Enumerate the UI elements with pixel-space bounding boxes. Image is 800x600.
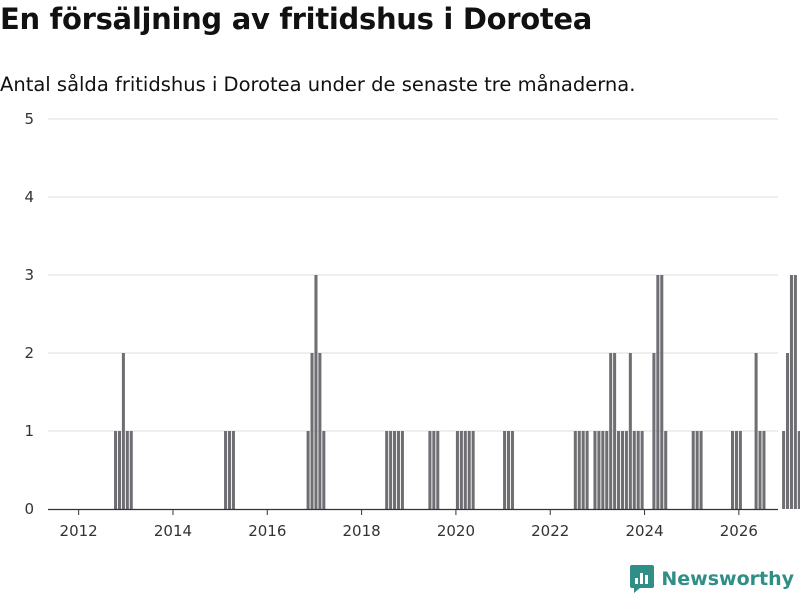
bar-month-142 xyxy=(605,431,609,509)
bar-month-155 xyxy=(656,275,660,509)
x-axis xyxy=(48,508,778,515)
bar-month-67 xyxy=(310,353,314,509)
x-tick-label-2018: 2018 xyxy=(343,522,381,540)
bar-month-117 xyxy=(507,431,511,509)
bar-month-189 xyxy=(789,275,793,509)
bar-month-69 xyxy=(318,353,322,509)
x-tick-label-2020: 2020 xyxy=(437,522,475,540)
bar-month-87 xyxy=(389,431,393,509)
y-tick-label-2: 2 xyxy=(24,344,34,362)
bar-month-187 xyxy=(782,431,786,509)
bar-month-68 xyxy=(314,275,318,509)
bar-month-144 xyxy=(613,353,617,509)
bar-month-136 xyxy=(581,431,585,509)
bar-month-164 xyxy=(691,431,695,509)
bar-month-70 xyxy=(322,431,326,509)
bar-month-116 xyxy=(503,431,507,509)
newsworthy-brand[interactable]: Newsworthy xyxy=(629,564,794,594)
bar-month-165 xyxy=(695,431,699,509)
gridlines xyxy=(48,118,778,432)
x-tick-label-2022: 2022 xyxy=(531,522,569,540)
chart-title: En försäljning av fritidshus i Dorotea xyxy=(0,2,593,36)
bar-month-137 xyxy=(585,431,589,509)
chart-subtitle: Antal sålda fritidshus i Dorotea under d… xyxy=(0,73,636,96)
y-tick-label-0: 0 xyxy=(24,500,34,518)
bar-month-148 xyxy=(628,353,632,509)
x-tick-label-2014: 2014 xyxy=(154,522,192,540)
bar-month-47 xyxy=(231,431,235,509)
bar-month-154 xyxy=(652,353,656,509)
y-tick-label-4: 4 xyxy=(24,188,34,206)
bar-month-45 xyxy=(224,431,228,509)
bar-month-157 xyxy=(664,431,668,509)
bar-month-146 xyxy=(620,431,624,509)
bar-month-135 xyxy=(577,431,581,509)
bar-month-20 xyxy=(125,431,129,509)
bar-month-118 xyxy=(510,431,514,509)
x-tick-label-2026: 2026 xyxy=(720,522,758,540)
x-tick-label-2024: 2024 xyxy=(625,522,663,540)
bar-month-98 xyxy=(432,431,436,509)
bar-month-86 xyxy=(385,431,389,509)
bar-series xyxy=(114,275,800,509)
bar-month-190 xyxy=(793,275,797,509)
bar-month-166 xyxy=(699,431,703,509)
x-tick-label-2012: 2012 xyxy=(60,522,98,540)
bar-month-143 xyxy=(609,353,613,509)
bar-month-149 xyxy=(632,431,636,509)
x-tick-label-2016: 2016 xyxy=(248,522,286,540)
bar-month-89 xyxy=(396,431,400,509)
bar-month-106 xyxy=(463,431,467,509)
bar-month-181 xyxy=(758,431,762,509)
bar-month-140 xyxy=(597,431,601,509)
bar-month-174 xyxy=(730,431,735,509)
bar-month-180 xyxy=(754,353,758,509)
bar-month-175 xyxy=(734,431,738,509)
bar-month-99 xyxy=(436,431,440,509)
bar-month-18 xyxy=(117,431,121,509)
bar-month-139 xyxy=(593,431,597,509)
bar-month-182 xyxy=(762,431,766,509)
bar-month-191 xyxy=(797,431,800,509)
bar-month-156 xyxy=(660,275,664,509)
bar-month-66 xyxy=(306,431,310,509)
bar-month-97 xyxy=(428,431,432,509)
y-tick-label-5: 5 xyxy=(24,110,34,128)
bar-month-150 xyxy=(636,431,640,509)
bar-month-108 xyxy=(471,431,475,509)
bar-month-90 xyxy=(400,431,404,509)
bar-month-105 xyxy=(459,431,463,509)
bar-month-188 xyxy=(786,353,790,509)
bar-month-145 xyxy=(617,431,621,509)
bar-month-134 xyxy=(573,431,577,509)
bar-month-147 xyxy=(624,431,628,509)
bar-month-88 xyxy=(393,431,397,509)
bar-month-141 xyxy=(601,431,605,509)
y-tick-label-1: 1 xyxy=(24,422,34,440)
bar-month-176 xyxy=(738,431,742,509)
bar-month-21 xyxy=(129,431,133,509)
brand-name: Newsworthy xyxy=(661,568,794,590)
tick-labels: 0 1 2 3 4 5 2012 2014 2016 2018 2020 2022 2024 2026 xyxy=(24,110,757,540)
bar-month-104 xyxy=(455,431,459,509)
bar-month-46 xyxy=(227,431,232,509)
bar-month-151 xyxy=(640,431,644,509)
y-tick-label-3: 3 xyxy=(24,266,34,284)
bar-month-19 xyxy=(121,353,125,509)
bar-month-107 xyxy=(467,431,471,509)
bar-month-17 xyxy=(114,431,118,509)
newsworthy-logo-icon xyxy=(630,565,655,593)
